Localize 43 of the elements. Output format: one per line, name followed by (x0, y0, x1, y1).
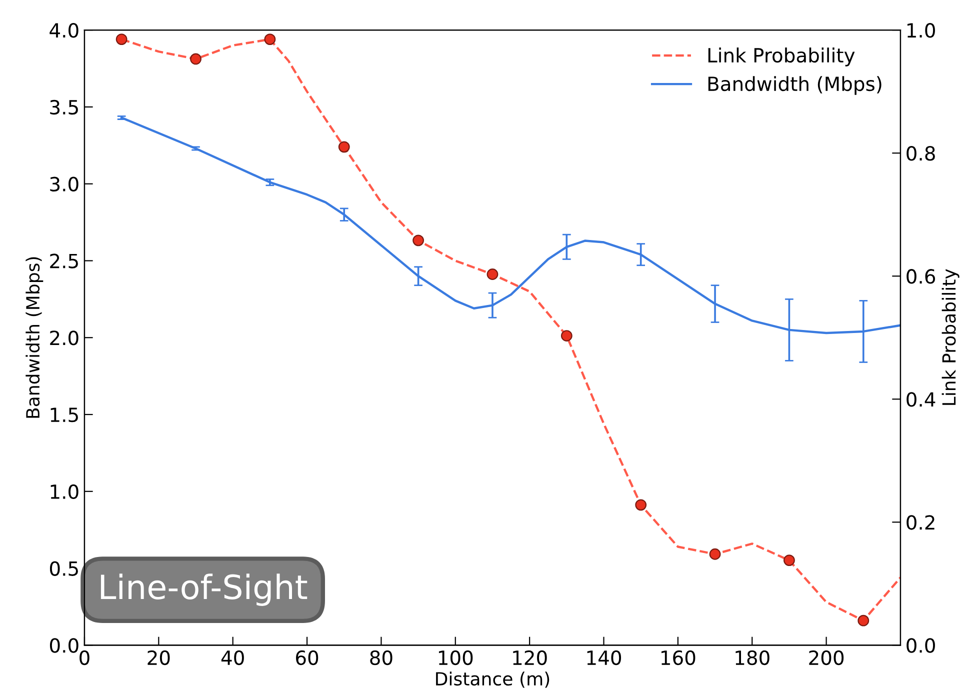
y2-tick-label: 0.6 (906, 269, 936, 284)
point (190, 53, 202, 65)
x-tick-label: 140 (587, 650, 622, 666)
legend-label: Bandwidth (Mbps) (708, 76, 882, 95)
x-tick-label: 0 (80, 650, 90, 666)
x-axis-title: Distance (m) (436, 672, 550, 688)
point (560, 330, 572, 342)
x-tick-label: 80 (370, 650, 392, 666)
point (784, 554, 795, 566)
y2-tick-label: 1.0 (907, 23, 935, 38)
point (486, 268, 498, 280)
y2-axis-title: Link Probability (942, 269, 960, 405)
x-tick-label: 40 (221, 650, 244, 666)
y2-tick-label: 0.8 (906, 146, 935, 161)
x-tick-label: 120 (513, 650, 547, 666)
y2-tick-label: 0.0 (906, 638, 935, 653)
y-tick-label: 0.0 (50, 638, 78, 653)
y-tick-label: 2.0 (50, 330, 78, 346)
point (635, 499, 647, 511)
y-axis-title: Bandwidth (Mbps) (26, 257, 44, 418)
x-tick-label: 180 (736, 650, 770, 666)
y2-tick-label: 0.4 (906, 392, 936, 407)
point (858, 614, 870, 626)
point (709, 548, 721, 560)
y-tick-label: 1.5 (50, 408, 78, 422)
x-tick-label: 100 (438, 650, 473, 666)
point (116, 34, 128, 45)
y-tick-label: 3.0 (50, 176, 78, 192)
point (264, 34, 276, 45)
x-tick-label: 160 (662, 650, 696, 666)
y-tick-label: 1.0 (50, 484, 78, 500)
point (412, 234, 424, 246)
y-tick-label: 4.0 (50, 23, 78, 38)
x-tick-label: 20 (148, 650, 170, 666)
y-tick-label: 2.5 (50, 254, 78, 268)
x-tick-label: 60 (296, 650, 318, 666)
legend-label: Link Probability (708, 48, 855, 66)
y-tick-label: 3.5 (50, 100, 78, 115)
x-tick-label: 200 (809, 650, 844, 666)
y-tick-label: 0.5 (50, 561, 78, 576)
point (338, 141, 350, 153)
y2-tick-label: 0.2 (906, 515, 934, 530)
annotation: Line-of-Sight (100, 574, 308, 606)
